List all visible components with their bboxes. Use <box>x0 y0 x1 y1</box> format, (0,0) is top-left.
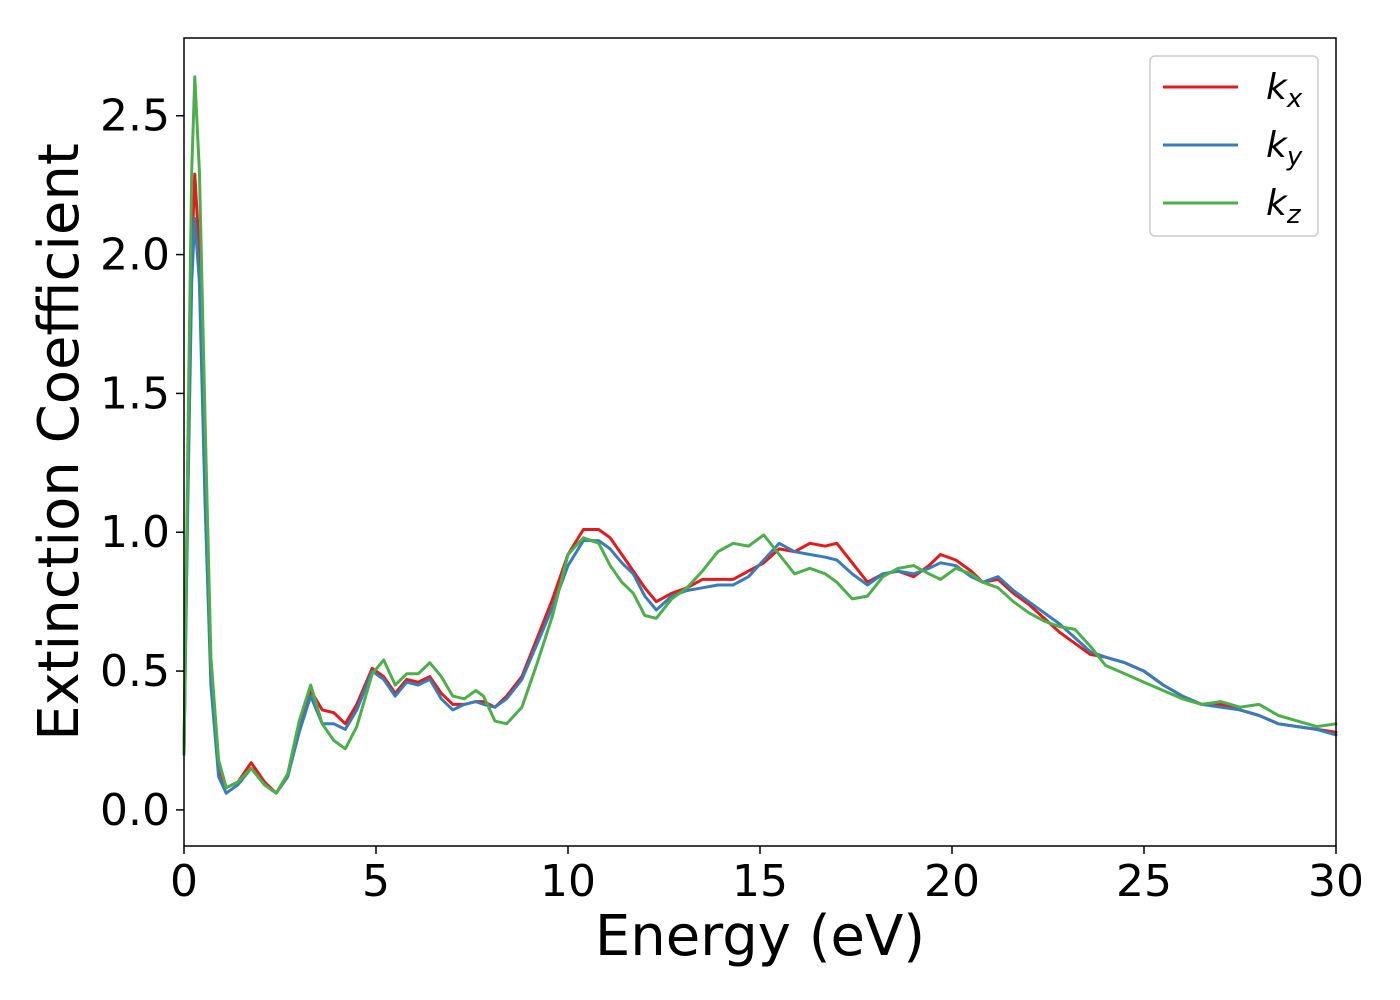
series-line-kz <box>182 75 1338 795</box>
x-tick-label: 15 <box>732 856 788 907</box>
y-tick-label: 2.5 <box>100 91 170 142</box>
series-line-ky <box>182 217 1338 795</box>
legend-label-ky: ky <box>1266 125 1303 172</box>
x-tick-label: 30 <box>1308 856 1364 907</box>
y-tick-label: 1.0 <box>100 507 170 558</box>
y-tick-label: 2.0 <box>100 230 170 281</box>
y-tick-label: 0.0 <box>100 785 170 836</box>
y-axis-ticks: 0.0 0.5 1.0 1.5 2.0 2.5 <box>100 91 184 836</box>
x-tick-label: 10 <box>540 856 596 907</box>
legend: kx ky kz <box>1149 55 1319 237</box>
x-tick-label: 20 <box>924 856 980 907</box>
x-tick-label: 25 <box>1116 856 1172 907</box>
legend-label-kz: kz <box>1266 183 1302 230</box>
x-axis-label: Energy (eV) <box>595 904 925 969</box>
y-tick-label: 1.5 <box>100 368 170 419</box>
plot-lines <box>182 75 1338 795</box>
x-tick-label: 5 <box>362 856 390 907</box>
legend-label-kx: kx <box>1266 67 1303 114</box>
x-tick-label: 0 <box>170 856 198 907</box>
y-axis-label: Extinction Coefficient <box>27 143 92 741</box>
y-tick-label: 0.5 <box>100 646 170 697</box>
x-axis-ticks: 0 5 10 15 20 25 30 <box>170 846 1364 907</box>
series-line-kx <box>182 172 1338 795</box>
